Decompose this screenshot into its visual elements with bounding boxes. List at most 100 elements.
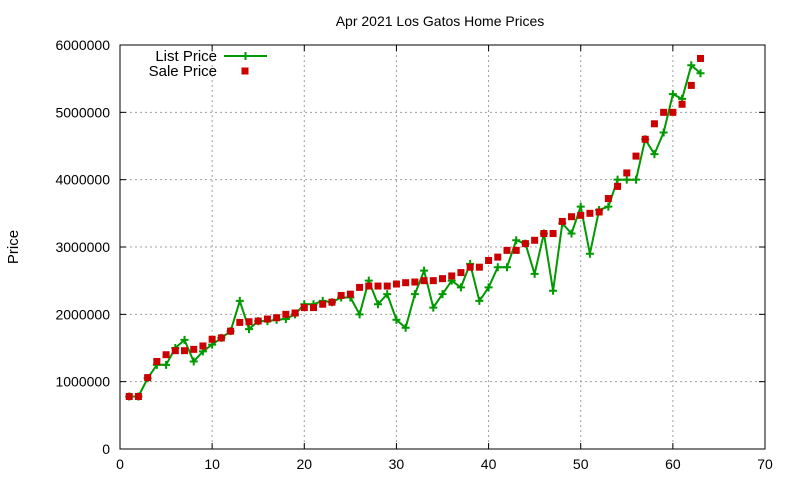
point-list-price [189, 357, 198, 366]
point-sale-price [310, 304, 317, 312]
y-tick-label: 5000000 [55, 104, 110, 120]
point-list-price [420, 266, 429, 275]
plot-frame [119, 44, 766, 450]
point-sale-price [245, 318, 253, 326]
point-sale-price [273, 314, 281, 322]
chart-title: Apr 2021 Los Gatos Home Prices [336, 13, 545, 29]
point-sale-price [558, 217, 566, 225]
point-sale-price [217, 334, 225, 342]
point-sale-price [448, 272, 456, 280]
point-sale-price [531, 236, 539, 244]
point-list-price [687, 61, 696, 70]
point-list-price [576, 202, 585, 211]
point-list-price [410, 290, 419, 299]
point-list-price [668, 90, 677, 99]
x-tick-label: 70 [757, 456, 773, 472]
point-sale-price [356, 283, 364, 291]
legend-marker-list-price [241, 52, 250, 60]
point-sale-price [153, 357, 161, 365]
point-sale-price [660, 108, 668, 116]
point-list-price [659, 128, 668, 137]
point-sale-price [512, 246, 520, 254]
x-tick-label: 20 [296, 456, 312, 472]
point-list-price [503, 263, 511, 272]
point-sale-price [254, 317, 262, 325]
point-list-price [235, 296, 244, 305]
legend-label-list-price: List Price [155, 48, 217, 65]
point-sale-price [678, 100, 686, 108]
point-sale-price [475, 263, 483, 271]
point-list-price [585, 249, 594, 258]
point-sale-price [383, 282, 391, 290]
legend: List Price Sale Price [149, 48, 267, 80]
y-tick-label: 4000000 [55, 172, 110, 188]
point-list-price [530, 269, 539, 278]
point-sale-price [374, 282, 382, 290]
point-sale-price [521, 240, 529, 248]
point-sale-price [300, 304, 308, 312]
point-list-price [162, 360, 171, 369]
point-sale-price [697, 54, 704, 62]
point-sale-price [263, 315, 271, 323]
point-list-price [622, 175, 631, 184]
x-tick-label: 0 [116, 456, 124, 472]
point-sale-price [291, 309, 299, 317]
point-list-price [456, 283, 465, 292]
point-sale-price [586, 209, 594, 217]
x-tick-labels: 0 10 20 30 40 50 60 70 [116, 456, 773, 472]
point-list-price [549, 286, 558, 295]
point-sale-price [365, 282, 373, 290]
y-tick-label: 2000000 [55, 306, 110, 322]
point-list-price [493, 263, 502, 272]
point-sale-price [650, 120, 658, 128]
point-list-price [567, 229, 576, 238]
point-sale-price [595, 208, 603, 216]
point-list-price [392, 315, 401, 324]
y-tick-label: 6000000 [55, 37, 110, 53]
point-sale-price [144, 374, 152, 382]
point-sale-price [190, 345, 198, 353]
point-sale-price [457, 269, 465, 277]
point-sale-price [402, 279, 410, 287]
point-sale-price [494, 253, 502, 261]
point-list-price [180, 335, 189, 344]
point-sale-price [641, 135, 649, 143]
point-sale-price [466, 263, 474, 271]
point-sale-price [199, 342, 207, 350]
point-list-price [475, 296, 484, 305]
point-sale-price [669, 108, 677, 116]
x-tick-label: 60 [665, 456, 681, 472]
point-sale-price [614, 182, 622, 190]
y-tick-label: 0 [102, 441, 110, 457]
point-sale-price [208, 335, 216, 343]
point-list-price [650, 150, 659, 159]
point-list-price [355, 310, 364, 319]
x-tick-label: 50 [573, 456, 589, 472]
point-sale-price [429, 277, 437, 285]
legend-label-sale-price: Sale Price [149, 63, 217, 80]
point-sale-price [439, 275, 446, 283]
point-list-price [383, 290, 392, 299]
point-sale-price [282, 310, 290, 318]
y-axis-label: Price [5, 230, 22, 264]
point-sale-price [162, 351, 170, 359]
y-tick-label: 3000000 [55, 239, 110, 255]
grid-lines [120, 45, 765, 449]
point-sale-price [319, 300, 327, 308]
point-sale-price [125, 392, 133, 400]
point-sale-price [227, 327, 235, 335]
y-tick-labels: 0 1000000 2000000 3000000 4000000 5000000 6000… [55, 37, 110, 457]
point-sale-price [632, 152, 640, 160]
series-sale-price [125, 54, 704, 400]
point-sale-price [503, 246, 511, 254]
point-list-price [401, 323, 410, 332]
point-list-price [604, 202, 613, 211]
point-list-price [484, 283, 493, 292]
point-sale-price [604, 195, 612, 203]
point-sale-price [420, 277, 428, 285]
point-sale-price [540, 230, 548, 238]
point-list-price [512, 236, 521, 245]
point-sale-price [337, 291, 345, 299]
point-sale-price [171, 347, 179, 355]
